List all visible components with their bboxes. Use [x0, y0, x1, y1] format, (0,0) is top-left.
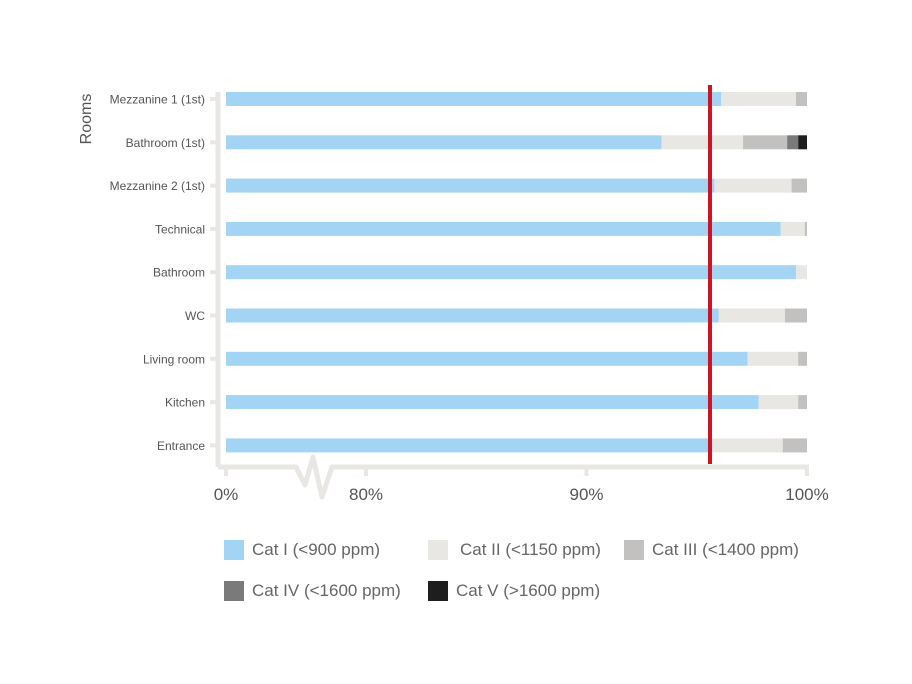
swatch-icon: [624, 540, 644, 560]
legend-item-cat-iv: Cat IV (<1600 ppm): [224, 581, 401, 601]
x-ticks: 0% 80% 90% 100%: [214, 467, 829, 504]
legend-item-cat-i: Cat I (<900 ppm): [224, 540, 380, 560]
category-label: Kitchen: [165, 396, 205, 410]
bar-row: Mezzanine 2 (1st): [110, 178, 807, 193]
bar-row: Bathroom: [153, 265, 807, 280]
bar-row: Living room: [143, 351, 807, 366]
bar-segment: [758, 395, 799, 410]
bar-segment: [718, 308, 785, 323]
bar-segment: [226, 308, 719, 323]
category-label: Entrance: [157, 439, 205, 453]
x-tick-label: 90%: [569, 485, 603, 504]
bar-segment: [226, 135, 662, 150]
bar-segment: [743, 135, 788, 150]
x-tick-label: 0%: [214, 485, 239, 504]
swatch-icon: [224, 581, 244, 601]
bar-segment: [714, 178, 792, 193]
bar-row: Kitchen: [165, 395, 807, 410]
bar-segment: [226, 351, 748, 366]
category-label: Mezzanine 2 (1st): [110, 179, 205, 193]
category-label: Bathroom (1st): [126, 136, 205, 150]
bar-segment: [747, 351, 799, 366]
legend-item-cat-iii: Cat III (<1400 ppm): [624, 540, 799, 560]
bar-segment: [226, 178, 715, 193]
bar-segment: [226, 395, 759, 410]
category-label: Mezzanine 1 (1st): [110, 93, 205, 107]
bar-segment: [798, 351, 807, 366]
y-axis-label: Rooms: [78, 94, 95, 145]
bar-segment: [795, 92, 807, 106]
legend-item-cat-v: Cat V (>1600 ppm): [428, 581, 600, 601]
bar-segment: [798, 135, 807, 150]
x-axis-line: [218, 454, 809, 500]
category-label: WC: [185, 309, 205, 323]
bar-segment: [226, 265, 796, 280]
bar-segment: [712, 438, 783, 453]
bar-segment: [791, 178, 807, 193]
bar-segment: [795, 265, 807, 280]
bar-segment: [784, 308, 807, 323]
swatch-icon: [224, 540, 244, 560]
bar-segment: [780, 221, 805, 236]
category-label: Bathroom: [153, 266, 205, 280]
bar-segment: [798, 395, 807, 410]
swatch-icon: [428, 581, 448, 601]
bar-segment: [787, 135, 799, 150]
bar-segment: [721, 92, 796, 106]
bar-row: Entrance: [157, 438, 807, 453]
bar-segment: [661, 135, 744, 150]
bar-row: Technical: [155, 221, 807, 236]
bar-row: Mezzanine 1 (1st): [110, 92, 807, 107]
category-label: Technical: [155, 222, 205, 236]
legend-item-cat-ii: Cat II (<1150 ppm): [428, 540, 601, 560]
swatch-icon: [428, 540, 448, 560]
bar-segment: [226, 92, 722, 106]
category-label: Living room: [143, 352, 205, 366]
bar-segment: [782, 438, 807, 453]
x-tick-label: 80%: [349, 485, 383, 504]
x-tick-label: 100%: [785, 485, 828, 504]
bar-segment: [804, 221, 807, 236]
bars-group: Mezzanine 1 (1st) Bathroom (1st) Mezzanine…: [110, 92, 807, 453]
bar-segment: [226, 438, 713, 453]
bar-row: Bathroom (1st): [126, 135, 807, 150]
bar-segment: [226, 221, 781, 236]
bar-row: WC: [185, 308, 807, 323]
